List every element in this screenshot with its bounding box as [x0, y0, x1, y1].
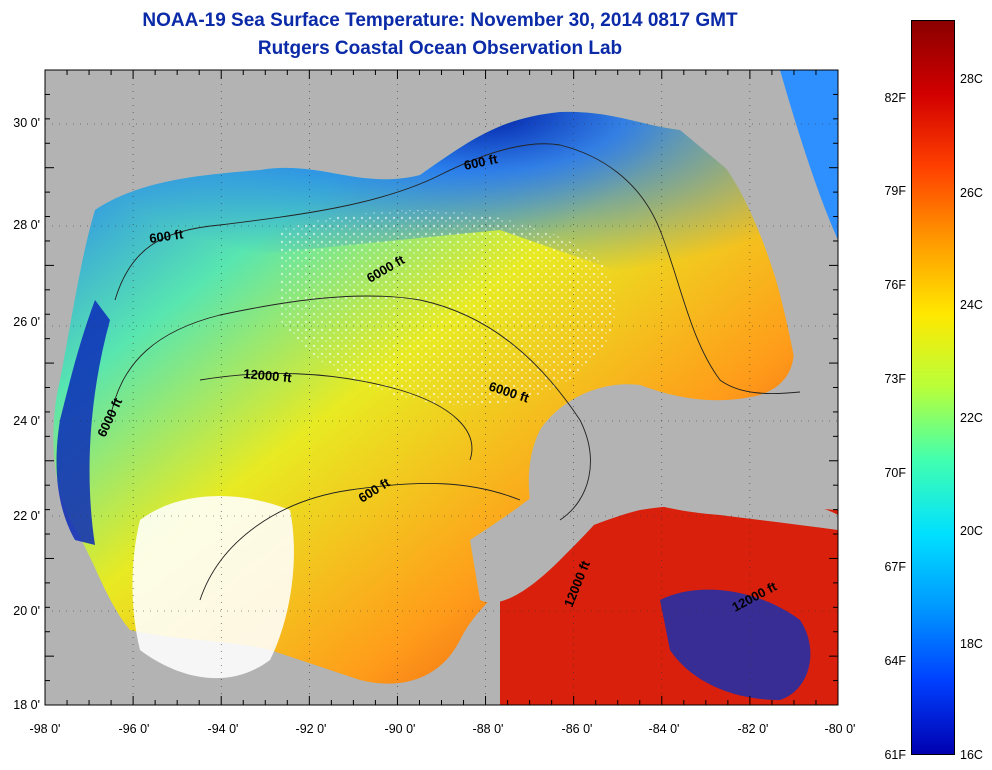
colorbar-f-label: 82F	[884, 91, 906, 105]
colorbar-c-label: 24C	[960, 298, 983, 312]
west-cold-shelf	[56, 300, 110, 545]
colorbar-c-label: 16C	[960, 748, 983, 762]
lat-label: 30 0'	[13, 116, 40, 130]
contour-600-south	[199, 482, 521, 601]
lat-label: 28 0'	[13, 218, 40, 232]
graticule	[45, 70, 838, 705]
lon-label: -84 0'	[648, 722, 680, 736]
colorbar-c-label: 28C	[960, 72, 983, 86]
lon-label: -92 0'	[295, 722, 327, 736]
yucatan-land	[470, 436, 635, 603]
colorbar-f-label: 61F	[884, 748, 906, 762]
colorbar-f-label: 70F	[884, 466, 906, 480]
cuba-land	[630, 471, 838, 530]
colorbar-f-label: 67F	[884, 560, 906, 574]
colorbar-f-label: 79F	[884, 184, 906, 198]
lat-label: 18 0'	[13, 698, 40, 712]
lon-label: -96 0'	[118, 722, 150, 736]
contour-label: 600 ft	[463, 151, 500, 173]
caribbean-cool-patches	[660, 589, 811, 700]
gulf-cold-shelf	[95, 111, 794, 395]
colorbar-f-label: 64F	[884, 654, 906, 668]
lon-label: -86 0'	[561, 722, 593, 736]
colorbar-c-label: 20C	[960, 524, 983, 538]
map-subtitle: Rutgers Coastal Ocean Observation Lab	[257, 38, 623, 59]
colorbar-c-label: 18C	[960, 637, 983, 651]
lat-label: 22 0'	[13, 509, 40, 523]
contour-6000	[109, 295, 591, 521]
colorbar-f-label: 76F	[884, 278, 906, 292]
lat-label: 20 0'	[13, 604, 40, 618]
bay-of-campeche-clouds	[132, 496, 294, 679]
atlantic-water	[780, 70, 838, 240]
colorbar-c-label: 26C	[960, 186, 983, 200]
lon-label: -98 0'	[29, 722, 61, 736]
contour-600-north	[114, 143, 801, 395]
lat-label: 24 0'	[13, 414, 40, 428]
colorbar-c-label: 22C	[960, 411, 983, 425]
lat-label: 26 0'	[13, 315, 40, 329]
axis-ticks	[44, 69, 839, 706]
colorbar-f-label: 73F	[884, 372, 906, 386]
lon-label: -88 0'	[472, 722, 504, 736]
contour-label: 600 ft	[148, 226, 184, 246]
lon-label: -94 0'	[207, 722, 239, 736]
lon-label: -82 0'	[737, 722, 769, 736]
lon-label: -80 0'	[824, 722, 856, 736]
temperature-colorbar	[911, 20, 955, 755]
contour-label: 12000 ft	[243, 366, 293, 385]
lon-label: -90 0'	[384, 722, 416, 736]
map-title: NOAA-19 Sea Surface Temperature: Novembe…	[142, 10, 738, 31]
contour-12000	[199, 372, 473, 461]
florida-land	[680, 70, 838, 390]
